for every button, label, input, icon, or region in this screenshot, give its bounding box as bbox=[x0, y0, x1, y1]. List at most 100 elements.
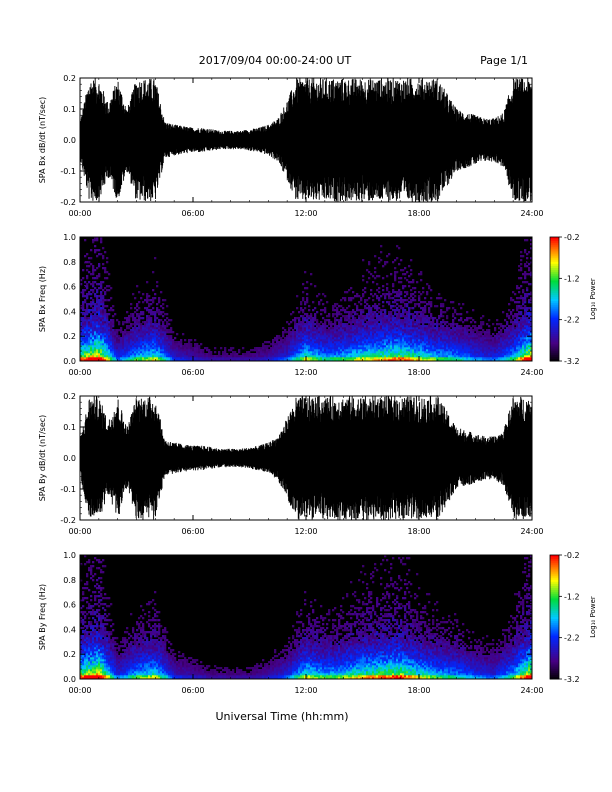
spectrogram-cell bbox=[460, 325, 463, 328]
spectrogram-cell bbox=[518, 277, 521, 280]
spectrogram-cell bbox=[150, 341, 153, 344]
spectrogram-cell bbox=[414, 323, 417, 326]
spectrogram-cell bbox=[314, 353, 317, 356]
spectrogram-cell bbox=[100, 293, 103, 296]
spectrogram-cell bbox=[388, 303, 391, 306]
spectrogram-cell bbox=[90, 349, 93, 352]
spectrogram-cell bbox=[456, 345, 459, 348]
spectrogram-cell bbox=[154, 313, 157, 316]
spectrogram-cell bbox=[430, 331, 433, 334]
spectrogram-cell bbox=[414, 347, 417, 350]
spectrogram-cell bbox=[286, 355, 289, 358]
spectrogram-cell bbox=[322, 327, 325, 330]
spectrogram-cell bbox=[408, 341, 411, 344]
spectrogram-cell bbox=[448, 307, 451, 310]
spectrogram-cell bbox=[506, 347, 509, 350]
spectrogram-cell bbox=[526, 347, 529, 350]
spectrogram-cell bbox=[250, 355, 253, 358]
spectrogram-cell bbox=[314, 351, 317, 354]
spectrogram-cell bbox=[450, 339, 453, 342]
spectrogram-cell bbox=[402, 301, 405, 304]
spectrogram-cell bbox=[166, 305, 169, 308]
spectrogram-cell bbox=[92, 317, 95, 320]
spectrogram-cell bbox=[524, 353, 527, 356]
spectrogram-cell bbox=[294, 319, 297, 322]
spectrogram-cell bbox=[428, 353, 431, 356]
spectrogram-cell bbox=[262, 353, 265, 356]
spectrogram-cell bbox=[410, 289, 413, 292]
spectrogram-cell bbox=[346, 351, 349, 354]
spectrogram-cell bbox=[526, 357, 529, 360]
spectrogram-cell bbox=[274, 355, 277, 358]
spectrogram-cell bbox=[170, 357, 173, 360]
spectrogram-cell bbox=[370, 289, 373, 292]
spectrogram-cell bbox=[456, 353, 459, 356]
spectrogram-cell bbox=[138, 325, 141, 328]
spectrogram-cell bbox=[146, 347, 149, 350]
spectrogram-cell bbox=[414, 303, 417, 306]
spectrogram-cell bbox=[390, 325, 393, 328]
spectrogram-cell bbox=[466, 349, 469, 352]
spectrogram-cell bbox=[324, 295, 327, 298]
spectrogram-cell bbox=[136, 337, 139, 340]
spectrogram-cell bbox=[180, 359, 183, 362]
spectrogram-cell bbox=[412, 287, 415, 290]
spectrogram-cell bbox=[454, 345, 457, 348]
spectrogram-cell bbox=[472, 345, 475, 348]
spectrogram-cell bbox=[380, 295, 383, 298]
spectrogram-cell bbox=[152, 359, 155, 362]
spectrogram-cell bbox=[152, 297, 155, 300]
spectrogram-cell bbox=[490, 359, 493, 362]
spectrogram-cell bbox=[100, 297, 103, 300]
spectrogram-cell bbox=[514, 341, 517, 344]
spectrogram-cell bbox=[518, 287, 521, 290]
spectrogram-cell bbox=[438, 315, 441, 318]
spectrogram-cell bbox=[428, 317, 431, 320]
spectrogram-cell bbox=[396, 347, 399, 350]
spectrogram-cell bbox=[414, 295, 417, 298]
spectrogram-cell bbox=[350, 325, 353, 328]
spectrogram-cell bbox=[398, 323, 401, 326]
spectrogram-cell bbox=[102, 311, 105, 314]
spectrogram-cell bbox=[370, 313, 373, 316]
spectrogram-cell bbox=[330, 343, 333, 346]
spectrogram-cell bbox=[432, 317, 435, 320]
spectrogram-cell bbox=[136, 319, 139, 322]
spectrogram-cell bbox=[262, 351, 265, 354]
spectrogram-cell bbox=[102, 353, 105, 356]
spectrogram-cell bbox=[388, 359, 391, 362]
spectrogram-cell bbox=[324, 325, 327, 328]
spectrogram-cell bbox=[508, 315, 511, 318]
spectrogram-cell bbox=[294, 349, 297, 352]
spectrogram-cell bbox=[256, 355, 259, 358]
spectrogram-cell bbox=[428, 301, 431, 304]
spectrogram-cell bbox=[108, 347, 111, 350]
spectrogram-cell bbox=[376, 351, 379, 354]
spectrogram-cell bbox=[322, 325, 325, 328]
spectrogram-cell bbox=[378, 355, 381, 358]
spectrogram-cell bbox=[378, 287, 381, 290]
spectrogram-cell bbox=[528, 353, 531, 356]
spectrogram-cell bbox=[374, 329, 377, 332]
spectrogram-cell bbox=[98, 337, 101, 340]
spectrogram-cell bbox=[446, 337, 449, 340]
spectrogram-cell bbox=[82, 305, 85, 308]
spectrogram-cell bbox=[110, 333, 113, 336]
spectrogram-cell bbox=[128, 335, 131, 338]
spectrogram-cell bbox=[464, 349, 467, 352]
spectrogram-cell bbox=[342, 333, 345, 336]
spectrogram-cell bbox=[372, 347, 375, 350]
spectrogram-cell bbox=[444, 331, 447, 334]
spectrogram-cell bbox=[378, 307, 381, 310]
spectrogram-cell bbox=[326, 319, 329, 322]
spectrogram-cell bbox=[204, 357, 207, 360]
spectrogram-cell bbox=[526, 351, 529, 354]
spectrogram-cell bbox=[264, 355, 267, 358]
spectrogram-cell bbox=[260, 353, 263, 356]
spectrogram-cell bbox=[304, 331, 307, 334]
spectrogram-cell bbox=[388, 355, 391, 358]
spectrogram-cell bbox=[104, 321, 107, 324]
spectrogram-cell bbox=[158, 355, 161, 358]
spectrogram-cell bbox=[502, 359, 505, 362]
spectrogram-cell bbox=[104, 327, 107, 330]
